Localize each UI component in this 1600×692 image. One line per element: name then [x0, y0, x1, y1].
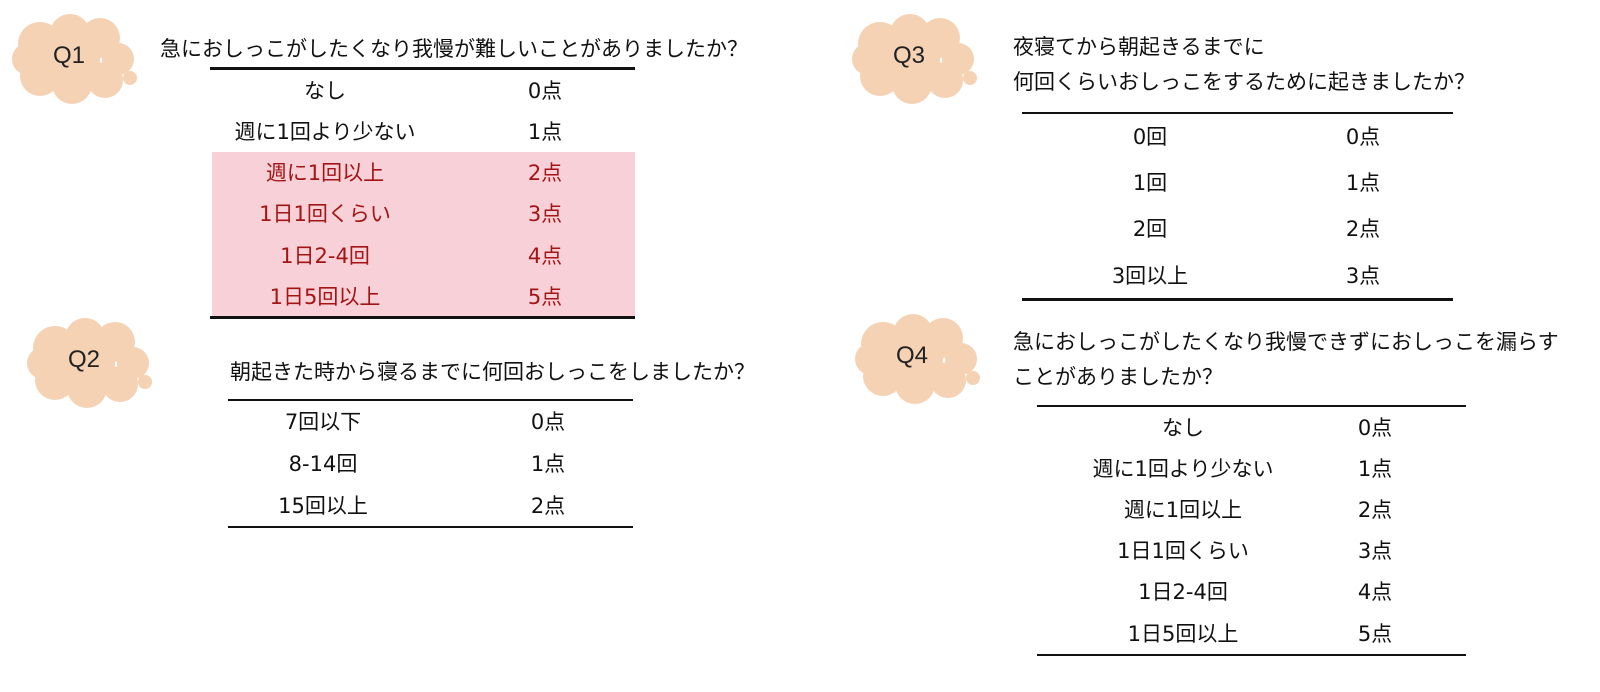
- answer-cell: 0回: [1132, 125, 1168, 149]
- score-cell: 5点: [527, 285, 563, 309]
- q1-label: Q1: [52, 42, 85, 69]
- table-row: 1日2-4回 4点: [1037, 576, 1466, 606]
- answer-cell: 15回以上: [278, 494, 368, 518]
- table-row: 週に1回以上 2点: [1037, 494, 1466, 524]
- table-row: 15回以上 2点: [228, 490, 633, 520]
- table-row: 1日5回以上 5点: [210, 281, 635, 311]
- answer-cell: なし: [1162, 416, 1204, 440]
- score-cell: 1点: [527, 120, 563, 144]
- score-cell: 0点: [1357, 416, 1393, 440]
- table-row: 8-14回 1点: [228, 448, 633, 478]
- answer-cell: 1日1回くらい: [259, 202, 391, 226]
- score-cell: 0点: [527, 79, 563, 103]
- q1-table-bottom-rule: [210, 315, 635, 319]
- answer-cell: 週に1回より少ない: [234, 120, 416, 144]
- score-cell: 2点: [1357, 498, 1393, 522]
- q2-cloud-badge: Q2: [25, 318, 155, 408]
- table-row: 7回以下 0点: [228, 406, 633, 436]
- answer-cell: 2回: [1132, 217, 1168, 241]
- table-row: 2回 2点: [1022, 213, 1453, 243]
- q4-table-top-rule: [1037, 405, 1466, 407]
- score-cell: 5点: [1357, 622, 1393, 646]
- table-row: 1日2-4回 4点: [210, 240, 635, 270]
- score-cell: 1点: [1345, 171, 1381, 195]
- q4-cloud-badge: Q4: [853, 314, 983, 404]
- q2-label: Q2: [67, 346, 100, 373]
- q4-label: Q4: [895, 342, 928, 369]
- q3-table-top-rule: [1022, 112, 1453, 114]
- table-row: 1日1回くらい 3点: [1037, 535, 1466, 565]
- q3-table-bottom-rule: [1022, 297, 1453, 301]
- q4-score-table: なし 0点週に1回より少ない 1点週に1回以上 2点 1日1回くらい 3点 1日2-4回 4点…: [1037, 0, 1466, 692]
- answer-cell: 週に1回以上: [1123, 498, 1243, 522]
- answer-cell: 3回以上: [1111, 264, 1189, 288]
- answer-cell: 1日2-4回: [1138, 580, 1228, 604]
- score-cell: 1点: [1357, 457, 1393, 481]
- table-row: 3回以上 3点: [1022, 260, 1453, 290]
- q3-question: 夜寝てから朝起きるまでに何回くらいおしっこをするために起きましたか？: [1013, 30, 1475, 100]
- q3-score-table: 0回 0点 1回 1点 2回 2点 3回以上 3点: [1022, 0, 1453, 692]
- q1-score-table: なし 0点 週に1回より少ない 1点 週に1回以上 2点 1日1回くらい 3点 1日2-4回 4点…: [210, 0, 635, 692]
- score-cell: 1点: [530, 452, 566, 476]
- q1-question: 急におしっこがしたくなり我慢が難しいことがありましたか？: [160, 32, 748, 67]
- answer-cell: 1日1回くらい: [1117, 539, 1249, 563]
- q1-cloud-badge: Q1: [10, 14, 140, 104]
- table-row: なし 0点: [1037, 412, 1466, 442]
- answer-cell: 1回: [1132, 171, 1168, 195]
- question-line: 夜寝てから朝起きるまでに: [1013, 35, 1265, 59]
- table-row: 週に1回より少ない 1点: [210, 116, 635, 146]
- q4-question: 急におしっこがしたくなり我慢できずにおしっこを漏らす ことがありましたか？: [1013, 325, 1559, 395]
- answer-cell: 7回以下: [284, 410, 362, 434]
- table-row: 1回 1点: [1022, 167, 1453, 197]
- answer-cell: 1日5回以上: [269, 285, 381, 309]
- table-row: 週に1回以上 2点: [210, 157, 635, 187]
- answer-cell: 週に1回より少ない: [1092, 457, 1274, 481]
- question-line: ことがありましたか？: [1013, 365, 1223, 389]
- score-cell: 3点: [527, 202, 563, 226]
- score-cell: 2点: [527, 161, 563, 185]
- score-cell: 2点: [1345, 217, 1381, 241]
- score-cell: 3点: [1345, 264, 1381, 288]
- q3-cloud-badge: Q3: [850, 14, 980, 104]
- q2-score-table: 7回以下 0点 8-14回 1点 15回以上 2点: [228, 0, 633, 692]
- answer-cell: 8-14回: [288, 452, 358, 476]
- q1-table-top-rule: [210, 66, 635, 70]
- q2-table-top-rule: [228, 399, 633, 401]
- question-line: 何回くらいおしっこをするために起きましたか？: [1013, 70, 1475, 94]
- score-cell: 4点: [527, 244, 563, 268]
- answer-cell: なし: [304, 79, 346, 103]
- answer-cell: 週に1回以上: [265, 161, 385, 185]
- table-row: 週に1回より少ない 1点: [1037, 453, 1466, 483]
- score-cell: 0点: [530, 410, 566, 434]
- question-line: 急におしっこがしたくなり我慢が難しいことがありましたか？: [160, 37, 748, 61]
- question-line: 急におしっこがしたくなり我慢できずにおしっこを漏らす: [1013, 330, 1559, 354]
- q1-highlight-band: [212, 151, 635, 317]
- table-row: なし 0点: [210, 75, 635, 105]
- table-row: 1日5回以上 5点: [1037, 618, 1466, 648]
- score-cell: 2点: [530, 494, 566, 518]
- score-cell: 3点: [1357, 539, 1393, 563]
- q2-table-bottom-rule: [228, 526, 633, 528]
- answer-cell: 1日2-4回: [280, 244, 370, 268]
- q4-table-bottom-rule: [1037, 654, 1466, 656]
- answer-cell: 1日5回以上: [1127, 622, 1239, 646]
- table-row: 1日1回くらい 3点: [210, 198, 635, 228]
- q3-label: Q3: [892, 42, 925, 69]
- score-cell: 4点: [1357, 580, 1393, 604]
- question-line: 朝起きた時から寝るまでに何回おしっこをしましたか？: [230, 360, 755, 384]
- q2-question: 朝起きた時から寝るまでに何回おしっこをしましたか？: [230, 355, 755, 390]
- table-row: 0回 0点: [1022, 121, 1453, 151]
- score-cell: 0点: [1345, 125, 1381, 149]
